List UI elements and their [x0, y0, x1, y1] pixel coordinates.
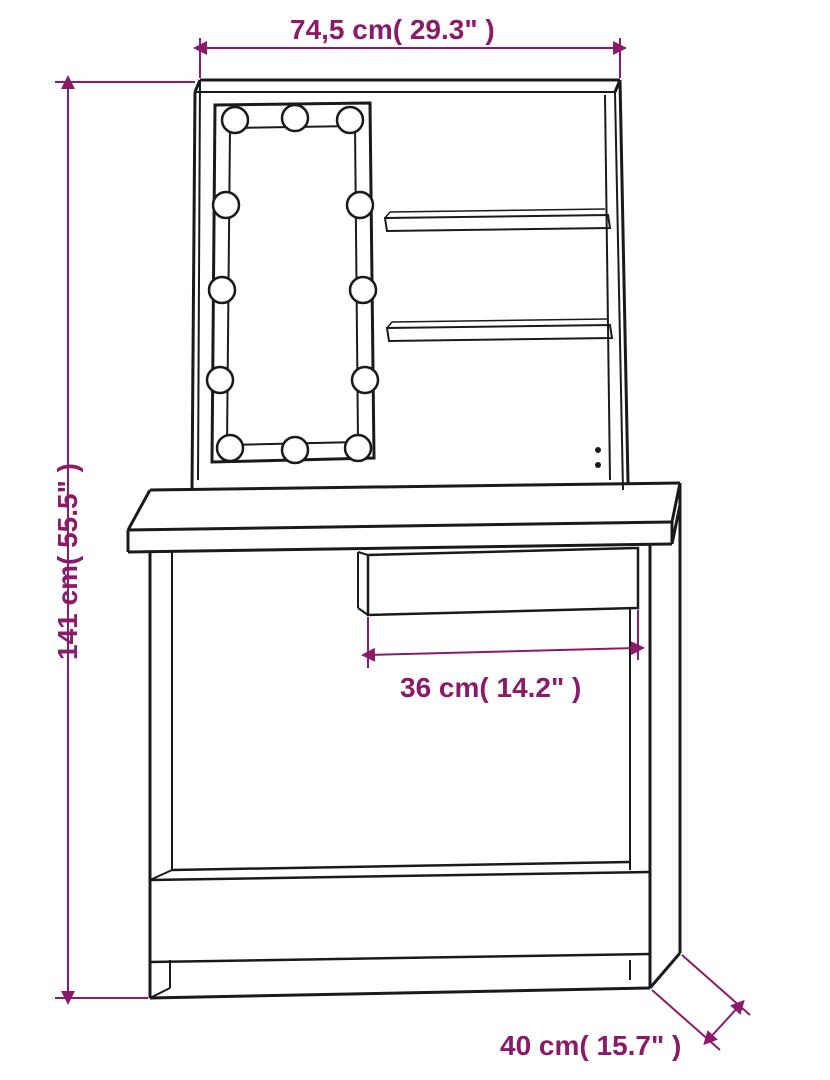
- drawer-label: 36 cm( 14.2" ): [400, 672, 581, 704]
- height-label: 141 cm( 55.5" ): [52, 463, 84, 660]
- furniture-svg: [0, 0, 830, 1080]
- depth-label: 40 cm( 15.7" ): [500, 1030, 681, 1062]
- width-label: 74,5 cm( 29.3" ): [290, 14, 495, 46]
- diagram-canvas: 74,5 cm( 29.3" ) 141 cm( 55.5" ) 36 cm( …: [0, 0, 830, 1080]
